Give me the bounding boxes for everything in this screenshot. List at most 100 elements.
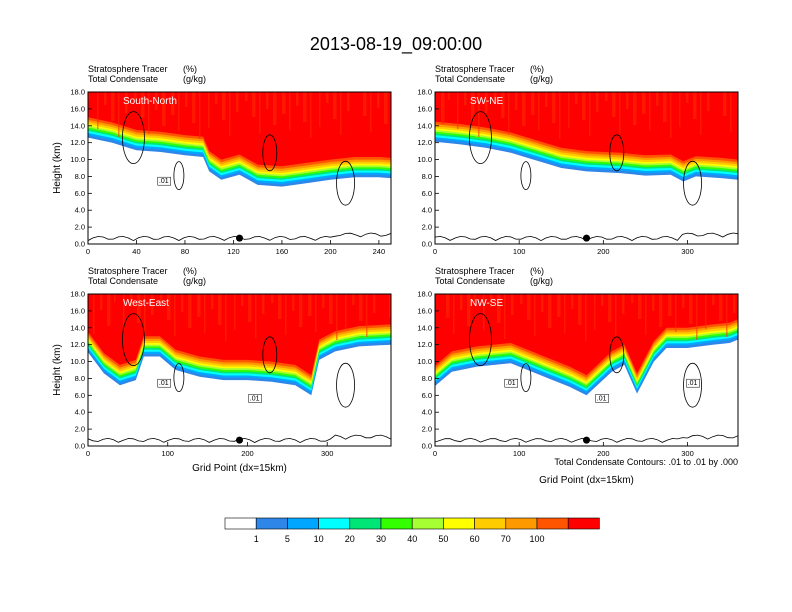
x-tick-label: 300 (681, 247, 694, 256)
condensate-unit: (g/kg) (183, 74, 206, 84)
tracer-streak (485, 92, 488, 113)
condensate-contour (469, 111, 492, 165)
colorbar-cell (255, 517, 288, 530)
panel-nw-se: Stratosphere Tracer (%) Total Condensate (g… (417, 266, 739, 486)
tracer-streak (511, 294, 514, 315)
colorbar-label: 20 (345, 534, 355, 544)
colorbar-label: 100 (529, 534, 544, 544)
colorbar-label: 1 (254, 534, 259, 544)
tracer-streak (652, 294, 655, 311)
x-tick-label: 200 (241, 449, 254, 458)
tracer-streak (282, 92, 286, 114)
colorbar-cell (318, 517, 351, 530)
x-tick-label: 100 (161, 449, 174, 458)
x-tick-label: 200 (597, 247, 610, 256)
condensate-contour (336, 362, 355, 408)
region-label: SW-NE (470, 96, 503, 107)
tracer-streak (329, 294, 333, 324)
region-label: NW-SE (470, 298, 503, 309)
tracer-streak (107, 294, 111, 326)
contour-label: .01 (597, 395, 607, 402)
panel-frame (87, 293, 392, 447)
region-label: West-East (123, 298, 169, 309)
y-axis-label: Height (km) (52, 142, 63, 194)
region-label: South-North (123, 96, 177, 107)
condensate-contour (683, 362, 702, 408)
tracer-streak (601, 294, 604, 306)
tracer-streak (478, 92, 480, 137)
tracer-streak (622, 294, 625, 314)
tracer-streak (319, 92, 321, 127)
tracer-streak (474, 294, 476, 302)
tracer-streak (633, 92, 637, 125)
tracer-streak (527, 294, 531, 320)
tracer-streak (700, 92, 702, 135)
tracer-streak (384, 92, 388, 124)
tracer-streak (262, 294, 265, 314)
tracer-streak (520, 294, 523, 304)
y-tick-label: 18.0 (70, 88, 85, 97)
tracer-streak (389, 294, 391, 318)
y-tick-label: 4.0 (422, 408, 432, 417)
tracer-streak (248, 294, 252, 322)
x-tick-label: 0 (86, 247, 90, 256)
tracer-streak (352, 294, 355, 305)
tracer-streak (515, 92, 518, 110)
x-axis-label: Grid Point (dx=15km) (539, 475, 634, 486)
tracer-streak (608, 294, 612, 322)
tracer-streak (626, 92, 629, 109)
tracer-streak (582, 92, 586, 120)
tracer-streak (215, 92, 218, 104)
colorbar-cell (474, 517, 507, 530)
tracer-unit: (%) (183, 64, 197, 74)
tracer-streak (278, 294, 282, 319)
y-tick-label: 16.0 (70, 306, 85, 315)
tracer-streak (162, 92, 166, 126)
tracer-streak (181, 294, 184, 312)
cross-point-marker (583, 436, 590, 444)
condensate-contour (520, 363, 532, 393)
tracer-field (435, 92, 738, 242)
tracer-streak (171, 92, 175, 115)
tracer-streak (726, 294, 728, 337)
x-tick-label: 0 (433, 247, 437, 256)
tracer-unit: (%) (530, 64, 544, 74)
tracer-streak (564, 294, 566, 333)
tracer-streak (167, 294, 171, 320)
tracer-streak (730, 92, 732, 132)
tracer-streak (345, 294, 347, 329)
condensate-contour (262, 134, 278, 172)
x-tick-label: 80 (181, 247, 189, 256)
tracer-streak (151, 294, 154, 315)
tracer-streak (733, 294, 736, 313)
panel-frame (434, 293, 739, 447)
cross-point-marker (236, 436, 243, 444)
tracer-streak (296, 92, 299, 106)
tracer-streak (552, 92, 556, 123)
tracer-streak (585, 294, 587, 341)
tracer-streak (178, 92, 180, 131)
y-tick-label: 4.0 (422, 206, 432, 215)
tracer-streak (589, 92, 591, 136)
y-tick-label: 14.0 (417, 323, 432, 332)
contour-label-box (248, 394, 262, 403)
tracer-streak (370, 92, 372, 132)
y-tick-label: 18.0 (417, 290, 432, 299)
tracer-streak (467, 294, 471, 326)
condensate-contour (122, 313, 145, 367)
y-tick-label: 4.0 (75, 408, 85, 417)
tracer-streak (125, 92, 128, 113)
tracer-streak (712, 294, 715, 305)
tracer-streak (441, 92, 445, 124)
contour-label: .01 (159, 380, 169, 387)
tracer-streak (303, 92, 307, 122)
colorbar-label: 40 (407, 534, 417, 544)
tracer-streak (723, 92, 727, 116)
tracer-streak (222, 92, 226, 120)
tracer-streak (538, 92, 540, 131)
y-tick-label: 16.0 (417, 104, 432, 113)
panel-frame (87, 91, 392, 245)
condensate-contour (520, 161, 532, 191)
tracer-streak (612, 92, 616, 117)
